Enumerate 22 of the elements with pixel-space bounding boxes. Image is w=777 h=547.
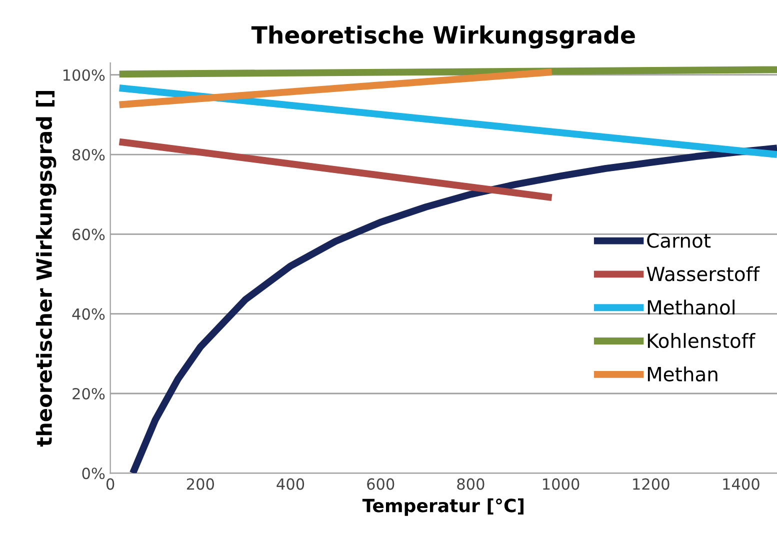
legend-label: Methan: [648, 366, 718, 382]
y-tick-label: 0%: [82, 468, 105, 480]
legend-label: Kohlenstoff: [648, 333, 756, 348]
x-tick-label: 1200: [633, 478, 670, 490]
x-tick-label: 400: [276, 478, 304, 490]
y-tick-label: 80%: [72, 148, 105, 161]
x-axis-title: Temperatur [°C]: [362, 498, 524, 516]
x-tick-label: 1000: [543, 478, 580, 490]
chart-title: Theoretische Wirkungsgrade: [251, 26, 635, 49]
legend-label: Methanol: [648, 300, 734, 315]
x-tick-label: 1400: [723, 478, 760, 490]
x-tick-label: 600: [367, 478, 394, 490]
y-tick-label: 20%: [72, 388, 105, 400]
y-tick-label: 100%: [63, 69, 105, 81]
x-tick-label: 200: [186, 478, 214, 490]
legend-label: Wasserstoff: [646, 266, 760, 282]
legend-label: Carnot: [647, 233, 711, 248]
y-tick-label: 40%: [72, 308, 105, 320]
x-tick-label: 0: [106, 478, 114, 490]
x-tick-label: 800: [457, 478, 484, 490]
y-tick-label: 60%: [72, 228, 105, 240]
y-axis-title: theoretischer Wirkungsgrad []: [36, 90, 56, 447]
